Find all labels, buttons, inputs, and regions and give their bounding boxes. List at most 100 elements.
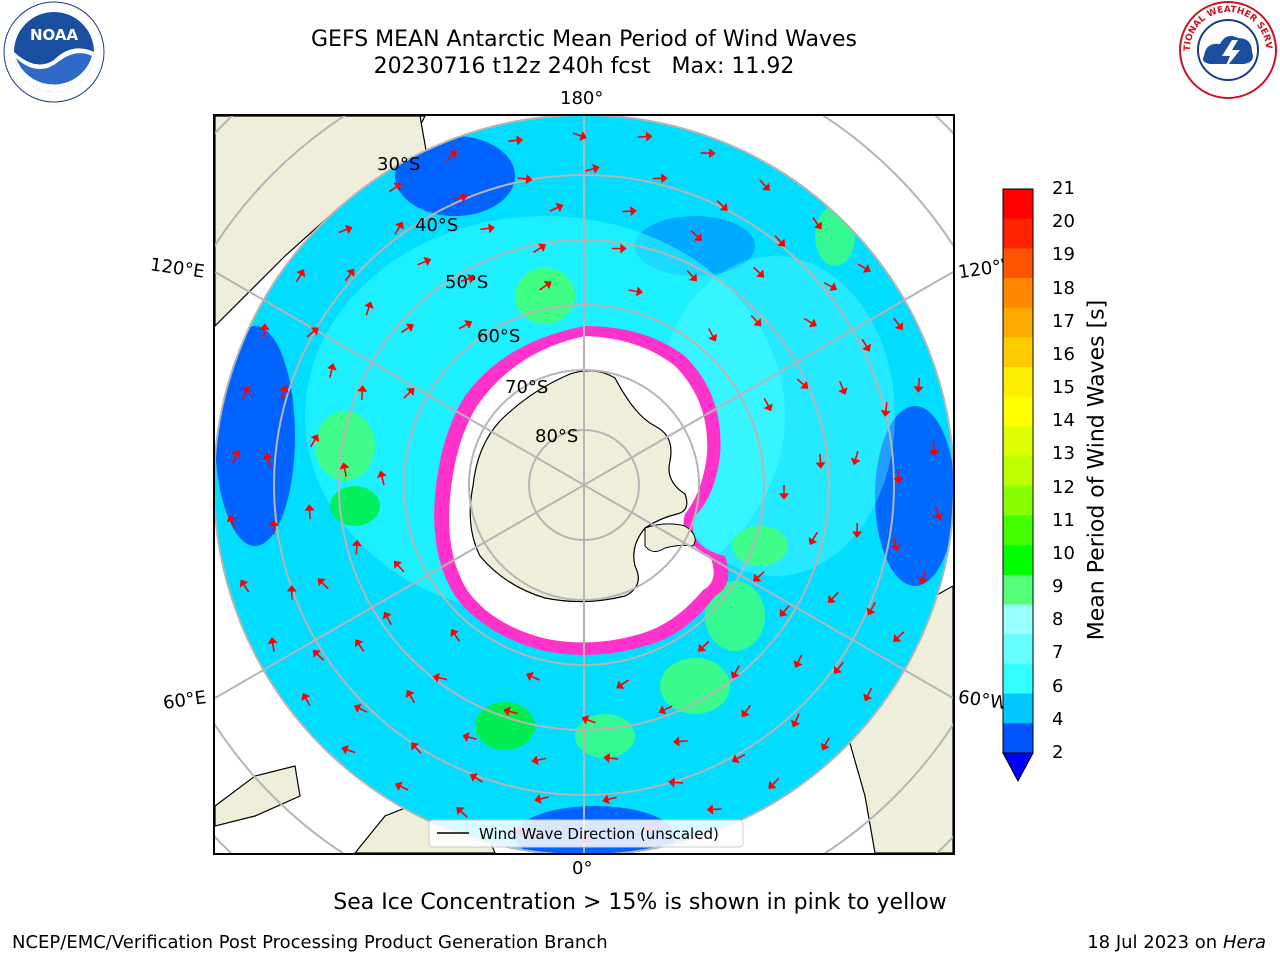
colorbar-tick-label: 21 [1052, 178, 1075, 199]
lat-label-30: 30°S [377, 154, 420, 175]
wind-arrow-head [893, 477, 904, 485]
wind-arrow-shaft [866, 687, 873, 697]
map-subtitle: 20230716 t12z 240h fcst Max: 11.92 [373, 54, 795, 79]
wind-arrow-shaft [549, 206, 559, 212]
wind-arrow-shaft [508, 139, 518, 143]
wind-arrow-head [668, 777, 675, 788]
wind-arrow-head [808, 318, 817, 328]
wind-arrow-shaft [309, 438, 316, 448]
wind-arrow-head [850, 457, 861, 466]
colorbar-segment [1003, 545, 1033, 576]
wind-arrow-shaft [388, 185, 398, 193]
wind-arrow-head [448, 150, 457, 159]
wind-arrow-head [636, 286, 644, 297]
wind-arrow-head [866, 607, 876, 616]
wind-arrow-shaft [453, 196, 463, 201]
wind-arrow-head [730, 670, 740, 679]
wind-arrow-head [395, 221, 404, 230]
wind-arrow-head [310, 327, 319, 336]
wind-arrow-head [423, 256, 432, 267]
wind-arrow-head [279, 385, 289, 393]
wind-arrow-shaft [358, 643, 365, 652]
wind-arrow-head [813, 221, 822, 230]
wind-arrow-shaft [921, 570, 927, 580]
wind-arrow-head [862, 343, 871, 352]
footer-machine: Hera [1222, 932, 1266, 953]
wind-arrow-shaft [628, 289, 638, 293]
wind-arrow-shaft [271, 642, 275, 652]
wind-arrow-shaft [400, 326, 410, 334]
wind-arrow-head [793, 660, 803, 668]
wind-arrow-shaft [394, 226, 401, 235]
wind-arrow-shaft [266, 457, 272, 467]
wind-arrow-head [339, 462, 350, 470]
wind-arrow-head [673, 736, 680, 747]
wind-arrow-shaft [896, 469, 900, 479]
wind-arrow-head [592, 163, 600, 174]
wind-arrow-shaft [857, 263, 867, 270]
lon-label-180: 180° [560, 88, 604, 109]
wind-arrow-head [326, 363, 337, 371]
colorbar-tick-label: 18 [1052, 277, 1075, 299]
wind-arrow-head [694, 233, 703, 242]
wind-arrow-head [698, 643, 707, 652]
wind-arrow-shaft [344, 272, 352, 282]
wind-arrow-shaft [734, 665, 740, 674]
colorbar-tick-label: 13 [1052, 443, 1075, 465]
colorbar-tick-label: 14 [1052, 410, 1075, 432]
wind-arrow-head [719, 202, 728, 211]
colorbar-tick-label: 6 [1052, 675, 1064, 697]
wind-arrow-shaft [837, 661, 844, 670]
wind-arrow-shaft [892, 536, 897, 547]
wind-arrow-shaft [281, 390, 285, 400]
colorbar-segment [1003, 723, 1033, 754]
colorbar-tick-label: 4 [1052, 708, 1064, 730]
wind-arrow-shaft [896, 631, 905, 639]
lon-label-60e: 60°E [161, 687, 208, 714]
colorbar-tick-label: 11 [1052, 509, 1075, 531]
wind-arrow-head [411, 742, 420, 751]
wind-arrow-head [862, 264, 871, 273]
wind-arrow-shaft [365, 306, 370, 316]
colorbar-segment [1003, 634, 1033, 665]
wind-arrow-head [462, 732, 470, 742]
wind-arrow-head [353, 703, 362, 713]
footer-date: 18 Jul 2023 on [1087, 932, 1218, 953]
wind-arrow-head [516, 135, 524, 146]
latitude-labels: 30°S 40°S 50°S 60°S 70°S 80°S [377, 154, 578, 447]
wind-arrow-head [377, 470, 387, 478]
wind-arrow-head [863, 693, 873, 702]
wind-arrow-head [763, 403, 773, 412]
wind-arrow-head [918, 577, 928, 585]
colorbar-segment [1003, 248, 1033, 279]
wind-arrow-shaft [517, 177, 527, 180]
colorbar-tick-label: 9 [1052, 576, 1064, 598]
wind-arrow-head [602, 794, 610, 805]
wind-arrow-shaft [474, 776, 483, 783]
colorbar-label: Mean Period of Wind Waves [s] [1084, 299, 1110, 641]
colorbar-segment [1003, 485, 1033, 517]
colorbar-tick-label: 15 [1052, 377, 1075, 399]
wind-arrow-shaft [453, 633, 460, 642]
wind-arrow-head [800, 380, 809, 389]
wind-arrow-shaft [686, 269, 694, 278]
wind-arrow-head [382, 611, 392, 620]
colorbar-segment [1003, 307, 1033, 338]
colorbar-tick-label: 20 [1052, 211, 1075, 233]
map-panel: 30°S 40°S 50°S 60°S 70°S 80°S Wind Wave … [213, 114, 955, 855]
colorbar-segment [1003, 426, 1033, 457]
wind-arrow-shaft [585, 167, 595, 172]
wind-arrow-head [890, 544, 901, 552]
wind-arrow-head [579, 131, 587, 141]
wind-arrow-head [741, 709, 750, 718]
wind-arrow-head [464, 320, 473, 329]
wind-arrow-head [620, 243, 627, 254]
wind-arrow-shaft [796, 378, 805, 386]
wind-arrow-shaft [358, 707, 368, 713]
colorbar-segment [1003, 396, 1033, 427]
wind-arrow-head [661, 173, 668, 184]
wind-arrow-head [531, 755, 539, 766]
wind-arrow-shaft [343, 467, 347, 477]
lat-label-40: 40°S [415, 215, 458, 236]
wind-arrow-shaft [893, 317, 900, 326]
